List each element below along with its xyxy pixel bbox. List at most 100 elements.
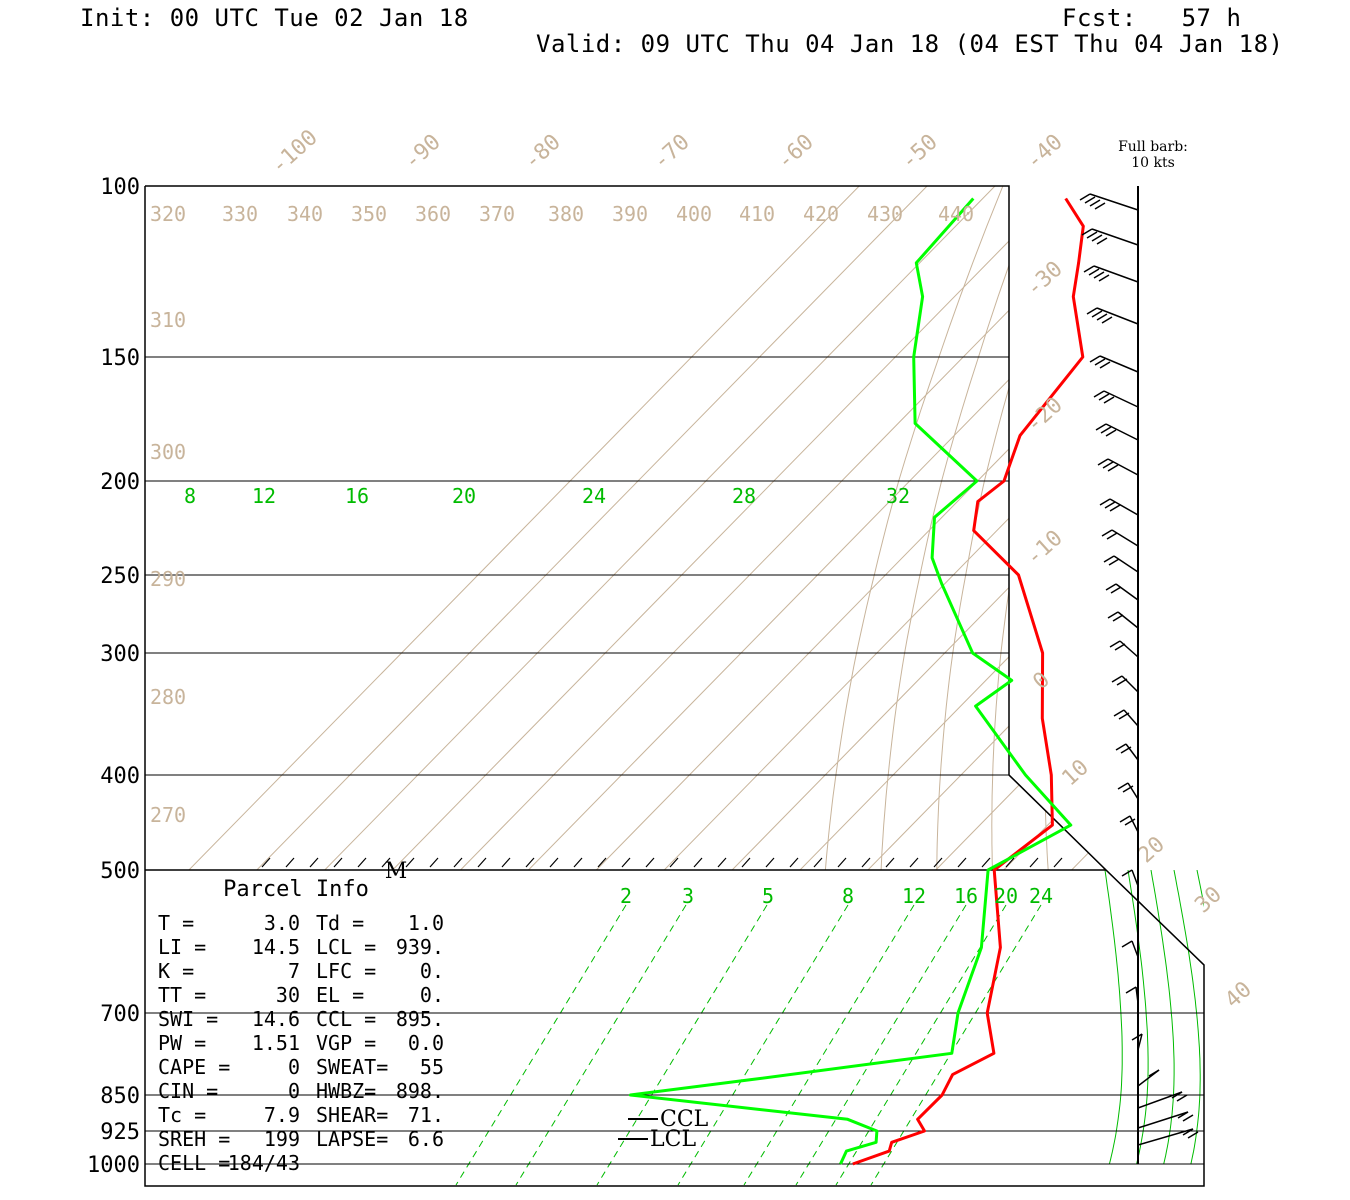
stability-tick <box>837 857 847 868</box>
mixing-ratio-line <box>596 904 768 1186</box>
wind-barb-tick <box>1079 193 1091 201</box>
stability-tick <box>261 857 271 868</box>
wind-barb-tick <box>1096 237 1108 245</box>
theta-label: 320 <box>150 202 186 226</box>
theta-label: 280 <box>150 685 186 709</box>
mixing-ratio-line <box>870 904 1042 1186</box>
pressure-label: 300 <box>100 642 140 667</box>
barb-note-line1: Full barb: <box>1118 139 1188 155</box>
wind-barb-tick <box>1182 1128 1194 1136</box>
dry-adiabat-line <box>1145 186 1237 1164</box>
stability-tick <box>357 857 367 868</box>
stability-tick <box>813 857 823 868</box>
pressure-lines-layer <box>145 185 1204 1165</box>
wind-barb-shaft <box>1096 307 1139 325</box>
parcel-label: Tc = <box>158 1103 206 1127</box>
wind-barb-tick <box>1105 429 1117 437</box>
parcel-value: 0. <box>420 959 444 983</box>
pressure-label: 400 <box>100 764 140 789</box>
theta-label: 360 <box>415 202 451 226</box>
moist-adiabat-line <box>1243 870 1279 1164</box>
moist-adiabat-label: 28 <box>732 484 756 508</box>
forecast-hour: Fcst: 57 h <box>1062 4 1242 32</box>
stability-tick <box>381 857 391 868</box>
parcel-label: LI = <box>158 935 206 959</box>
theta-label: 300 <box>150 440 186 464</box>
pressure-label: 200 <box>100 470 140 495</box>
wind-barb-tick <box>1097 458 1109 466</box>
wind-barb-shaft <box>1125 743 1139 761</box>
mixing-ratio-label: 8 <box>842 884 854 908</box>
sounding-series-layer <box>628 197 1085 1166</box>
isotherm-label: 40 <box>1220 977 1256 1013</box>
mixing-ratio-layer <box>455 904 1042 1186</box>
parcel-label: EL = <box>316 983 364 1007</box>
stability-tick <box>981 857 991 868</box>
dry-adiabat-line <box>1240 186 1350 1164</box>
wind-barb-shaft <box>1109 498 1139 516</box>
wind-barb-tick <box>1117 782 1129 790</box>
mixing-ratio-label: 24 <box>1029 884 1053 908</box>
mixing-ratio-label: 20 <box>994 884 1018 908</box>
wind-barb-tick <box>1089 199 1101 207</box>
parcel-value: 1.51 <box>252 1031 300 1055</box>
pressure-label: 700 <box>100 1002 140 1027</box>
wind-barb-tick <box>1122 785 1134 793</box>
parcel-value: 0 <box>288 1079 300 1103</box>
isotherm-line <box>783 186 1106 870</box>
wind-barb-tick <box>1177 1111 1189 1119</box>
parcel-value: 30 <box>276 983 300 1007</box>
wind-barb-tick <box>1108 558 1120 566</box>
parcel-label: Td = <box>316 911 364 935</box>
isotherm-line <box>851 186 1106 870</box>
moist-adiabat-label: 8 <box>184 484 196 508</box>
wind-barb-tick <box>1176 1094 1188 1102</box>
theta-label: 310 <box>150 308 186 332</box>
isotherm-line <box>1123 186 1350 1164</box>
theta-label: 330 <box>222 202 258 226</box>
isotherm-label: -30 <box>1022 257 1068 302</box>
parcel-label: CCL = <box>316 1007 376 1031</box>
wind-barb-tick <box>1105 583 1117 591</box>
wind-barb-shaft <box>1129 815 1139 833</box>
wind-barb-tick <box>1093 390 1105 398</box>
dry-adiabat-line <box>1284 186 1350 1164</box>
isotherm-label: -90 <box>400 130 446 175</box>
parcel-label: TT = <box>158 983 206 1007</box>
parcel-label: LFC = <box>316 959 376 983</box>
wind-barb-shaft <box>1089 193 1139 211</box>
isotherm-label: 0 <box>1028 667 1055 694</box>
wind-barb-tick <box>1101 316 1113 324</box>
wind-barb-shaft <box>1127 782 1139 800</box>
isotherm-label: -20 <box>1022 393 1068 438</box>
theta-label: 290 <box>150 567 186 591</box>
wind-barb-tick <box>1107 464 1119 472</box>
wind-barb-shaft <box>1091 228 1139 246</box>
pressure-label: 925 <box>100 1120 140 1145</box>
marker-m-label: M <box>385 859 408 884</box>
dry-adiabat-line <box>1044 186 1106 870</box>
pressure-label: 250 <box>100 564 140 589</box>
pressure-label: 500 <box>100 859 140 884</box>
moist-adiabat-label: 20 <box>452 484 476 508</box>
moist-adiabat-label: 16 <box>345 484 369 508</box>
wind-barb-tick <box>1095 423 1107 431</box>
stability-tick <box>597 857 607 868</box>
parcel-info-table: T = 3.0 Td = 1.0 LI = 14.5 LCL = 939. K = 7 LFC = 0… <box>158 911 444 1175</box>
wind-barb-tick <box>1106 532 1118 540</box>
theta-label: 420 <box>803 202 839 226</box>
wind-barb-tick <box>1113 709 1125 717</box>
parcel-label: K = <box>158 959 194 983</box>
pressure-label: 100 <box>100 175 140 200</box>
moist-adiabat-line <box>1104 870 1123 1165</box>
wind-barb-tick <box>1131 1033 1143 1041</box>
wind-barb-shaft <box>1135 986 1139 1004</box>
wind-barb-tick <box>1100 426 1112 434</box>
stability-tick <box>693 857 703 868</box>
mixing-ratio-line <box>677 904 849 1186</box>
wind-barb-tick <box>1118 712 1130 720</box>
wind-barb-tick <box>1103 555 1115 563</box>
parcel-label: LCL = <box>316 935 376 959</box>
parcel-value: 0.0 <box>408 1031 444 1055</box>
